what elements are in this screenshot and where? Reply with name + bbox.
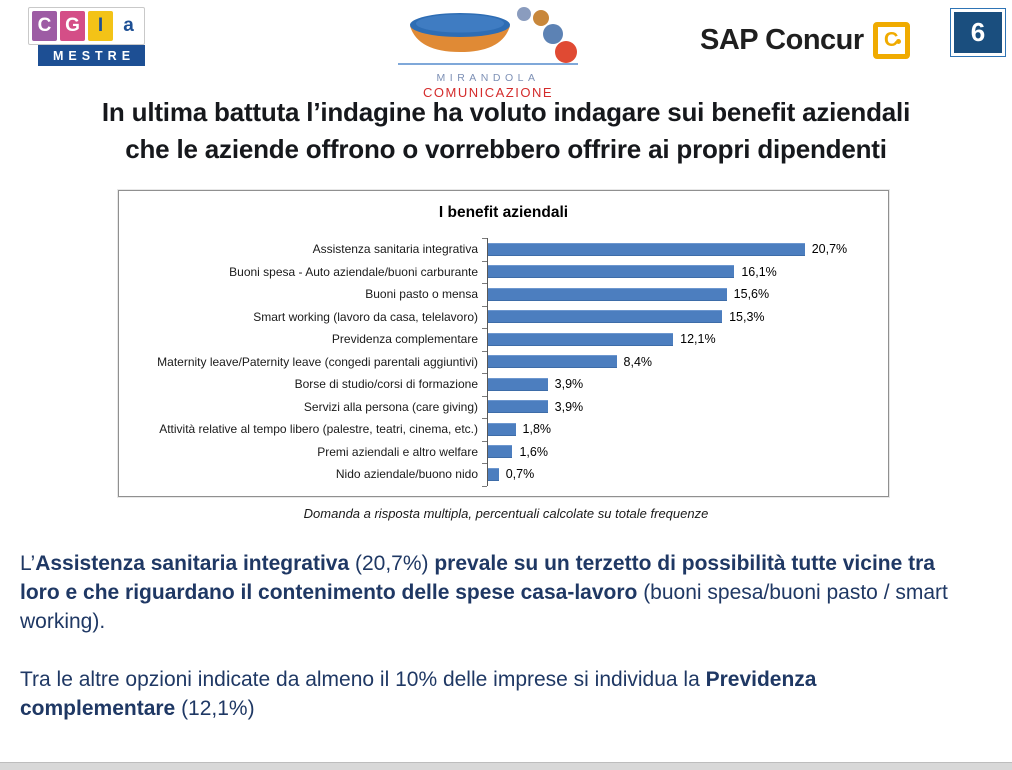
concur-icon-letter: C [883, 29, 899, 51]
chart-category-label: Previdenza complementare [331, 332, 478, 347]
bottom-bar [0, 762, 1012, 770]
body-segment: (buoni spesa/buoni pasto / smart working… [20, 581, 948, 633]
sap-concur-logo: SAP Concur C [700, 22, 910, 59]
chart-bar [488, 310, 723, 324]
chart-bar-cell: 12,1% [482, 328, 888, 351]
chart-bar [488, 355, 617, 369]
slide-title: In ultima battuta l’indagine ha voluto i… [101, 97, 911, 164]
mirandola-bowl-icon [398, 7, 578, 65]
chart-row: Maternity leave/Paternity leave (congedi… [119, 350, 888, 374]
chart-value-label: 3,9% [554, 399, 584, 414]
chart-row: Buoni pasto o mensa 15,6% [119, 283, 888, 306]
chart-value-label: 1,6% [519, 444, 548, 459]
chart-row: Buoni spesa - Auto aziendale/buoni carbu… [119, 260, 888, 284]
chart-category-label: Smart working (lavoro da casa, telelavor… [253, 309, 478, 324]
chart-bar-cell: 8,4% [482, 350, 888, 374]
mirandola-logo: MIRANDOLA COMUNICAZIONE [398, 6, 578, 100]
page-number: 6 [954, 12, 1002, 53]
chart-bar [488, 332, 674, 346]
body-segment: (12,1%) [175, 697, 255, 720]
cgia-letter-tile: G [60, 11, 85, 41]
concur-icon: C [872, 22, 910, 59]
chart-bar-cell: 1,8% [482, 418, 888, 441]
benefit-bar-chart: I benefit aziendali Assistenza sanitaria… [118, 190, 889, 497]
chart-value-label: 20,7% [811, 242, 848, 257]
chart-bar-cell: 0,7% [482, 463, 888, 486]
chart-value-label: 1,8% [522, 422, 552, 437]
body-bold-segment: Previdenza complementare [20, 668, 817, 720]
chart-category-label: Nido aziendale/buono nido [335, 467, 478, 482]
chart-bar [488, 377, 548, 391]
body-segment: Tra le altre opzioni indicate da almeno … [20, 668, 706, 691]
chart-caption: Domanda a risposta multipla, percentuali… [303, 506, 709, 521]
body-bold-segment: prevale su un terzetto di possibilità tu… [20, 552, 935, 604]
chart-value-label: 3,9% [554, 377, 584, 392]
chart-value-label: 8,4% [623, 354, 653, 369]
chart-row: Premi aziendali e altro welfare 1,6% [119, 440, 888, 464]
chart-title: I benefit aziendali [438, 204, 569, 221]
chart-bar-cell: 3,9% [482, 373, 888, 396]
chart-category-label: Attività relative al tempo libero (pales… [159, 422, 478, 437]
body-segment: (20,7%) [349, 552, 435, 575]
chart-bar [488, 287, 727, 301]
chart-bar [488, 265, 735, 279]
chart-category-label: Assistenza sanitaria integrativa [312, 242, 478, 257]
chart-bar [488, 242, 805, 256]
chart-bar-cell: 3,9% [482, 395, 888, 419]
chart-row: Servizi alla persona (care giving) 3,9% [119, 395, 888, 419]
chart-category-label: Buoni pasto o mensa [365, 287, 478, 302]
chart-bar [488, 422, 516, 436]
chart-category-label: Servizi alla persona (care giving) [303, 399, 478, 414]
chart-plot-area: Assistenza sanitaria integrativa 20,7% Buo… [119, 238, 888, 486]
chart-category-label: Borse di studio/corsi di formazione [294, 377, 478, 392]
chart-value-label: 0,7% [505, 467, 535, 482]
chart-bar-cell: 15,6% [482, 283, 888, 306]
mirandola-name: MIRANDOLA [436, 72, 540, 84]
chart-value-label: 15,6% [733, 287, 770, 302]
chart-category-label: Premi aziendali e altro welfare [317, 444, 478, 459]
body-bold-segment: Assistenza sanitaria integrativa [35, 552, 350, 575]
body-paragraph: L’Assistenza sanitaria integrativa (20,7… [20, 549, 965, 636]
chart-bar [488, 445, 513, 459]
chart-bar-cell: 15,3% [482, 305, 888, 329]
cgia-letter-tile: I [88, 11, 113, 41]
page-number-badge: 6 [950, 8, 1006, 57]
mirandola-subname: COMUNICAZIONE [423, 85, 553, 100]
chart-bar-cell: 16,1% [482, 260, 888, 284]
sap-concur-text: SAP Concur [700, 24, 864, 56]
cgia-letter-tile: C [32, 11, 57, 41]
chart-bar [488, 467, 499, 481]
chart-bar [488, 400, 548, 414]
chart-row: Borse di studio/corsi di formazione 3,9% [119, 373, 888, 396]
cgia-letter-tile: a [116, 11, 141, 41]
chart-row: Attività relative al tempo libero (pales… [119, 418, 888, 441]
chart-category-label: Maternity leave/Paternity leave (congedi… [157, 354, 478, 369]
chart-row: Previdenza complementare 12,1% [119, 328, 888, 351]
chart-row: Smart working (lavoro da casa, telelavor… [119, 305, 888, 329]
chart-value-label: 12,1% [680, 332, 716, 347]
chart-bar-cell: 20,7% [482, 238, 888, 261]
chart-value-label: 15,3% [729, 309, 765, 324]
chart-value-label: 16,1% [741, 264, 777, 279]
chart-category-label: Buoni spesa - Auto aziendale/buoni carbu… [229, 264, 478, 279]
body-segment: L’ [20, 552, 36, 575]
body-paragraph: Tra le altre opzioni indicate da almeno … [20, 665, 965, 723]
chart-bar-cell: 1,6% [482, 440, 888, 464]
chart-row: Assistenza sanitaria integrativa 20,7% [119, 238, 888, 261]
cgia-mestre-label: MESTRE [38, 45, 145, 66]
body-text: L’Assistenza sanitaria integrativa (20,7… [20, 549, 965, 752]
chart-row: Nido aziendale/buono nido 0,7% [119, 463, 888, 486]
